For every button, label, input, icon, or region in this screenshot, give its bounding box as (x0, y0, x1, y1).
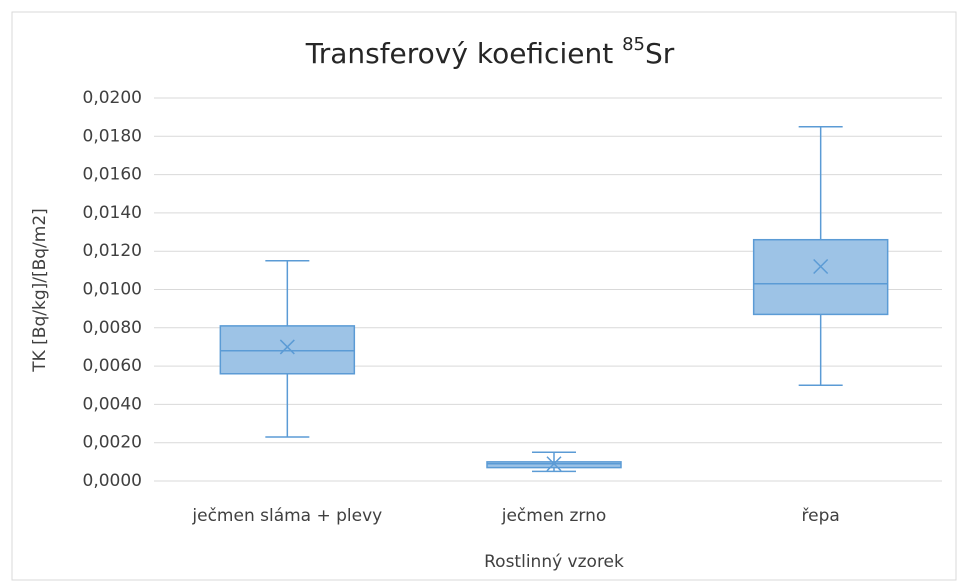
box (219, 325, 356, 375)
mean-marker (813, 258, 829, 275)
x-axis-title: Rostlinný vzorek (484, 552, 624, 572)
y-tick-label: 0,0080 (83, 318, 142, 338)
chart-title: Transferový koeficient 85Sr (305, 34, 675, 70)
mean-marker (546, 456, 562, 472)
y-axis-title: TK [Bq/kg]/[Bq/m2] (30, 208, 50, 373)
y-tick-label: 0,0120 (83, 241, 142, 261)
x-tick-label: řepa (802, 506, 840, 526)
y-tick-label: 0,0180 (83, 126, 142, 146)
y-tick-label: 0,0020 (83, 433, 142, 453)
x-tick-label: ječmen zrno (501, 506, 607, 526)
y-tick-label: 0,0000 (83, 471, 142, 491)
y-tick-label: 0,0160 (83, 165, 142, 185)
title-mass: 85 (622, 34, 645, 55)
y-tick-label: 0,0040 (83, 394, 142, 414)
x-tick-label: ječmen sláma + plevy (191, 506, 382, 526)
y-tick-label: 0,0100 (83, 280, 142, 300)
y-tick-label: 0,0200 (83, 88, 142, 108)
y-tick-label: 0,0140 (83, 203, 142, 223)
y-tick-label: 0,0060 (83, 356, 142, 376)
mean-marker (279, 339, 295, 355)
box (752, 238, 889, 316)
title-text: Transferový koeficient (305, 37, 614, 70)
title-symbol: Sr (645, 37, 675, 70)
